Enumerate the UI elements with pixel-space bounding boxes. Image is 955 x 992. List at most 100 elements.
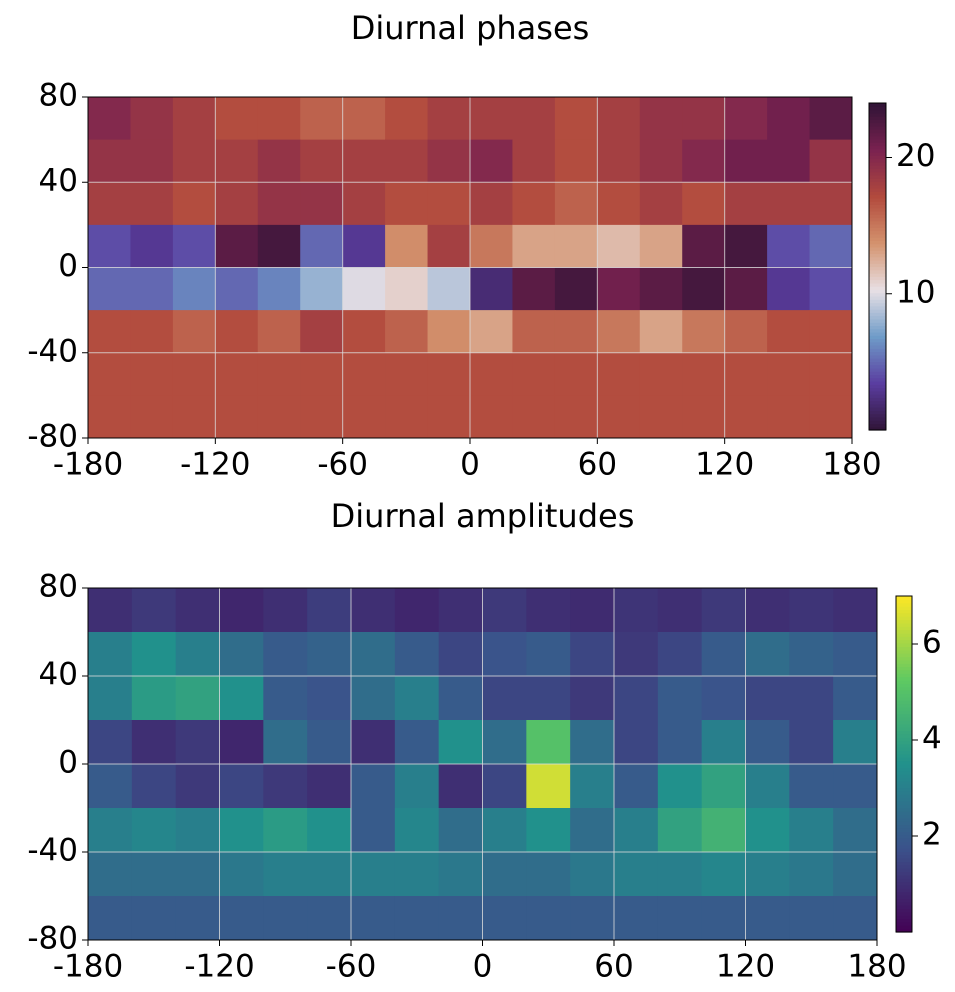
colorbar-swatch [869, 223, 886, 228]
heat-cell [512, 352, 556, 396]
heat-cell [257, 182, 301, 226]
colorbar-swatch [869, 122, 886, 127]
heat-cell [88, 97, 131, 141]
colorbar-swatch [869, 282, 886, 287]
heat-cell [657, 588, 703, 633]
colorbar-swatch [896, 787, 912, 792]
heat-cell [789, 720, 834, 765]
colorbar-swatch [896, 632, 912, 637]
heat-cell [263, 764, 308, 809]
colorbar-swatch [896, 858, 912, 863]
colorbar-swatch [896, 606, 912, 611]
colorbar-swatch [896, 881, 912, 886]
colorbar-swatch [896, 622, 912, 627]
colorbar-swatch [896, 837, 912, 842]
heat-cell [482, 676, 527, 721]
heat-cell [385, 97, 429, 141]
colorbar-swatch [869, 344, 886, 349]
colorbar-swatch [896, 915, 912, 920]
heat-cell [789, 852, 834, 897]
colorbar-swatch [896, 629, 912, 634]
heat-cell [130, 97, 174, 141]
heat-cell [724, 310, 768, 354]
y-tick-label: -40 [27, 333, 78, 369]
heat-cell [219, 764, 264, 809]
heat-cell [215, 395, 259, 439]
heat-cell [554, 310, 598, 354]
heat-cell [131, 764, 177, 809]
colorbar-swatch [869, 250, 886, 255]
x-tick-label: -120 [184, 949, 254, 985]
heat-cell [300, 352, 344, 396]
colorbar-swatch [896, 864, 912, 869]
heat-cell [657, 720, 703, 765]
heat-cell [257, 310, 301, 354]
heat-cell [614, 764, 659, 809]
heat-cell [833, 808, 878, 853]
heat-cell [385, 310, 429, 354]
heat-cell [724, 139, 768, 183]
colorbar-swatch [869, 335, 886, 340]
heat-cell [300, 310, 344, 354]
heat-cell [526, 632, 571, 677]
colorbar-swatch [896, 925, 912, 930]
heat-cell [657, 764, 703, 809]
colorbar-swatch [869, 155, 886, 160]
colorbar-swatch [869, 410, 886, 415]
heat-cell [833, 632, 878, 677]
colorbar-swatch [869, 103, 886, 107]
colorbar-swatch [869, 125, 886, 130]
heat-cell [219, 720, 264, 765]
heat-cell [175, 808, 220, 853]
colorbar-swatch [869, 201, 886, 205]
heat-cell [88, 267, 131, 311]
colorbar-swatch [869, 204, 886, 209]
x-tick-label: 60 [594, 949, 633, 985]
colorbar-swatch [869, 152, 886, 156]
colorbar-swatch [896, 921, 912, 926]
heat-cell [512, 97, 556, 141]
heat-cell [701, 764, 746, 809]
colorbar-swatch [869, 358, 886, 362]
colorbar-swatch [869, 403, 886, 408]
heat-cell [809, 139, 853, 183]
colorbar-swatch [896, 874, 912, 879]
heat-cell [745, 588, 790, 633]
colorbar-swatch [896, 639, 912, 644]
colorbar-swatch [896, 723, 912, 728]
colorbar-swatch [896, 720, 912, 725]
colorbar-swatch [896, 918, 912, 923]
colorbar-swatch [869, 413, 886, 418]
heat-cell [554, 224, 598, 268]
colorbar-swatch [896, 777, 912, 782]
colorbar-swatch [869, 351, 886, 356]
heat-cell [614, 632, 659, 677]
heat-cell [512, 395, 556, 439]
heat-cell [526, 676, 571, 721]
heat-cell [215, 224, 259, 268]
colorbar-swatch [869, 315, 886, 320]
colorbar-swatch [896, 821, 912, 826]
heat-cell [639, 139, 683, 183]
heat-cell [88, 808, 133, 853]
heat-cell [427, 224, 471, 268]
x-tick-label: -60 [326, 949, 377, 985]
colorbar-swatch [869, 384, 886, 389]
x-tick-label: 120 [695, 447, 754, 483]
heat-cell [554, 352, 598, 396]
colorbar-swatch [896, 851, 912, 856]
colorbar-swatch [896, 905, 912, 910]
colorbar-swatch [896, 663, 912, 668]
heat-cell [257, 97, 301, 141]
colorbar-swatch [869, 400, 886, 405]
heat-cell [724, 97, 768, 141]
colorbar-swatch [869, 259, 886, 264]
heat-cell [88, 310, 131, 354]
heat-cell [351, 720, 396, 765]
colorbar-swatch [896, 602, 912, 607]
colorbar-swatch [896, 703, 912, 708]
heat-cell [597, 182, 641, 226]
y-tick-label: 40 [39, 657, 78, 693]
heat-cell [526, 720, 571, 765]
heat-cell [657, 632, 703, 677]
